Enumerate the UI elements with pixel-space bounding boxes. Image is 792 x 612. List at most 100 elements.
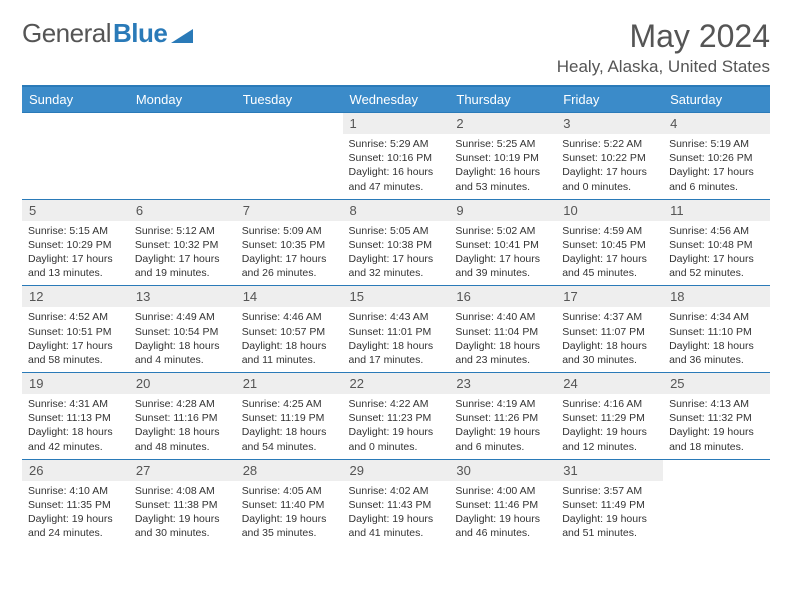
- day-number: 6: [129, 200, 236, 221]
- day-cell: 7Sunrise: 5:09 AMSunset: 10:35 PMDayligh…: [236, 199, 343, 286]
- day-number: 17: [556, 286, 663, 307]
- day-body: Sunrise: 4:59 AMSunset: 10:45 PMDaylight…: [556, 221, 663, 286]
- day-cell: 26Sunrise: 4:10 AMSunset: 11:35 PMDaylig…: [22, 459, 129, 545]
- daylight-text: Daylight: 17 hours and 52 minutes.: [669, 252, 764, 280]
- sunrise-text: Sunrise: 4:25 AM: [242, 397, 337, 411]
- day-cell: 19Sunrise: 4:31 AMSunset: 11:13 PMDaylig…: [22, 373, 129, 460]
- day-cell: 20Sunrise: 4:28 AMSunset: 11:16 PMDaylig…: [129, 373, 236, 460]
- sunrise-text: Sunrise: 5:05 AM: [349, 224, 444, 238]
- day-cell: 30Sunrise: 4:00 AMSunset: 11:46 PMDaylig…: [449, 459, 556, 545]
- day-number: 13: [129, 286, 236, 307]
- sunrise-text: Sunrise: 4:28 AM: [135, 397, 230, 411]
- dow-fri: Friday: [556, 86, 663, 113]
- dow-wed: Wednesday: [343, 86, 450, 113]
- daylight-text: Daylight: 19 hours and 35 minutes.: [242, 512, 337, 540]
- daylight-text: Daylight: 19 hours and 12 minutes.: [562, 425, 657, 453]
- sunrise-text: Sunrise: 4:43 AM: [349, 310, 444, 324]
- sunset-text: Sunset: 10:29 PM: [28, 238, 123, 252]
- day-number: 15: [343, 286, 450, 307]
- day-body: Sunrise: 4:08 AMSunset: 11:38 PMDaylight…: [129, 481, 236, 546]
- month-title: May 2024: [557, 18, 770, 55]
- sunset-text: Sunset: 11:35 PM: [28, 498, 123, 512]
- day-cell: 8Sunrise: 5:05 AMSunset: 10:38 PMDayligh…: [343, 199, 450, 286]
- day-number: 9: [449, 200, 556, 221]
- daylight-text: Daylight: 19 hours and 0 minutes.: [349, 425, 444, 453]
- day-body: Sunrise: 5:15 AMSunset: 10:29 PMDaylight…: [22, 221, 129, 286]
- header: GeneralBlue May 2024 Healy, Alaska, Unit…: [22, 18, 770, 77]
- sunrise-text: Sunrise: 4:05 AM: [242, 484, 337, 498]
- day-body: Sunrise: 5:22 AMSunset: 10:22 PMDaylight…: [556, 134, 663, 199]
- day-body: Sunrise: 4:02 AMSunset: 11:43 PMDaylight…: [343, 481, 450, 546]
- day-cell: 5Sunrise: 5:15 AMSunset: 10:29 PMDayligh…: [22, 199, 129, 286]
- day-number: 7: [236, 200, 343, 221]
- sunrise-text: Sunrise: 4:49 AM: [135, 310, 230, 324]
- day-body: Sunrise: 4:37 AMSunset: 11:07 PMDaylight…: [556, 307, 663, 372]
- day-cell: [22, 113, 129, 200]
- daylight-text: Daylight: 17 hours and 6 minutes.: [669, 165, 764, 193]
- day-body: Sunrise: 4:40 AMSunset: 11:04 PMDaylight…: [449, 307, 556, 372]
- sunset-text: Sunset: 10:26 PM: [669, 151, 764, 165]
- sunrise-text: Sunrise: 5:02 AM: [455, 224, 550, 238]
- day-body: Sunrise: 5:09 AMSunset: 10:35 PMDaylight…: [236, 221, 343, 286]
- week-row: 12Sunrise: 4:52 AMSunset: 10:51 PMDaylig…: [22, 286, 770, 373]
- daylight-text: Daylight: 18 hours and 23 minutes.: [455, 339, 550, 367]
- day-cell: 21 Sunrise: 4:25 AMSunset: 11:19 PMDaylig…: [236, 373, 343, 460]
- day-number: 31: [556, 460, 663, 481]
- day-number: 18: [663, 286, 770, 307]
- daylight-text: Daylight: 18 hours and 54 minutes.: [242, 425, 337, 453]
- daylight-text: Daylight: 17 hours and 39 minutes.: [455, 252, 550, 280]
- day-cell: 31Sunrise: 3:57 AMSunset: 11:49 PMDaylig…: [556, 459, 663, 545]
- daylight-text: Daylight: 17 hours and 32 minutes.: [349, 252, 444, 280]
- day-number: 14: [236, 286, 343, 307]
- dow-sat: Saturday: [663, 86, 770, 113]
- day-body: Sunrise: 5:25 AMSunset: 10:19 PMDaylight…: [449, 134, 556, 199]
- day-number: 12: [22, 286, 129, 307]
- daylight-text: Daylight: 17 hours and 13 minutes.: [28, 252, 123, 280]
- week-row: 26Sunrise: 4:10 AMSunset: 11:35 PMDaylig…: [22, 459, 770, 545]
- day-number: 11: [663, 200, 770, 221]
- day-number: 26: [22, 460, 129, 481]
- sunrise-text: Sunrise: 4:16 AM: [562, 397, 657, 411]
- sunrise-text: Sunrise: 4:10 AM: [28, 484, 123, 498]
- day-number: 21: [236, 373, 343, 394]
- daylight-text: Daylight: 18 hours and 4 minutes.: [135, 339, 230, 367]
- daylight-text: Daylight: 19 hours and 30 minutes.: [135, 512, 230, 540]
- daylight-text: Daylight: 18 hours and 48 minutes.: [135, 425, 230, 453]
- dow-tue: Tuesday: [236, 86, 343, 113]
- sunrise-text: Sunrise: 4:08 AM: [135, 484, 230, 498]
- sunrise-text: Sunrise: 5:29 AM: [349, 137, 444, 151]
- sunset-text: Sunset: 11:23 PM: [349, 411, 444, 425]
- day-cell: 9 Sunrise: 5:02 AMSunset: 10:41 PMDayligh…: [449, 199, 556, 286]
- day-cell: 18Sunrise: 4:34 AMSunset: 11:10 PMDaylig…: [663, 286, 770, 373]
- day-cell: [236, 113, 343, 200]
- daylight-text: Daylight: 18 hours and 36 minutes.: [669, 339, 764, 367]
- sunset-text: Sunset: 10:41 PM: [455, 238, 550, 252]
- title-block: May 2024 Healy, Alaska, United States: [557, 18, 770, 77]
- sunset-text: Sunset: 10:32 PM: [135, 238, 230, 252]
- sunrise-text: Sunrise: 4:34 AM: [669, 310, 764, 324]
- sunset-text: Sunset: 10:51 PM: [28, 325, 123, 339]
- day-body: Sunrise: 4:05 AMSunset: 11:40 PMDaylight…: [236, 481, 343, 546]
- sunset-text: Sunset: 11:43 PM: [349, 498, 444, 512]
- daylight-text: Daylight: 19 hours and 18 minutes.: [669, 425, 764, 453]
- day-number: 5: [22, 200, 129, 221]
- day-number: 19: [22, 373, 129, 394]
- daylight-text: Daylight: 16 hours and 47 minutes.: [349, 165, 444, 193]
- week-row: 5Sunrise: 5:15 AMSunset: 10:29 PMDayligh…: [22, 199, 770, 286]
- day-body: Sunrise: 4:16 AMSunset: 11:29 PMDaylight…: [556, 394, 663, 459]
- sunset-text: Sunset: 10:45 PM: [562, 238, 657, 252]
- sunrise-text: Sunrise: 4:59 AM: [562, 224, 657, 238]
- sunrise-text: Sunrise: 3:57 AM: [562, 484, 657, 498]
- sunset-text: Sunset: 10:38 PM: [349, 238, 444, 252]
- day-cell: 12Sunrise: 4:52 AMSunset: 10:51 PMDaylig…: [22, 286, 129, 373]
- sunset-text: Sunset: 10:19 PM: [455, 151, 550, 165]
- sunrise-text: Sunrise: 5:22 AM: [562, 137, 657, 151]
- sunrise-text: Sunrise: 5:19 AM: [669, 137, 764, 151]
- sunset-text: Sunset: 11:19 PM: [242, 411, 337, 425]
- day-cell: 3Sunrise: 5:22 AMSunset: 10:22 PMDayligh…: [556, 113, 663, 200]
- day-body: Sunrise: 4:19 AMSunset: 11:26 PMDaylight…: [449, 394, 556, 459]
- day-body: Sunrise: 4:10 AMSunset: 11:35 PMDaylight…: [22, 481, 129, 546]
- day-body: Sunrise: 3:57 AMSunset: 11:49 PMDaylight…: [556, 481, 663, 546]
- day-cell: 15Sunrise: 4:43 AMSunset: 11:01 PMDaylig…: [343, 286, 450, 373]
- dow-sun: Sunday: [22, 86, 129, 113]
